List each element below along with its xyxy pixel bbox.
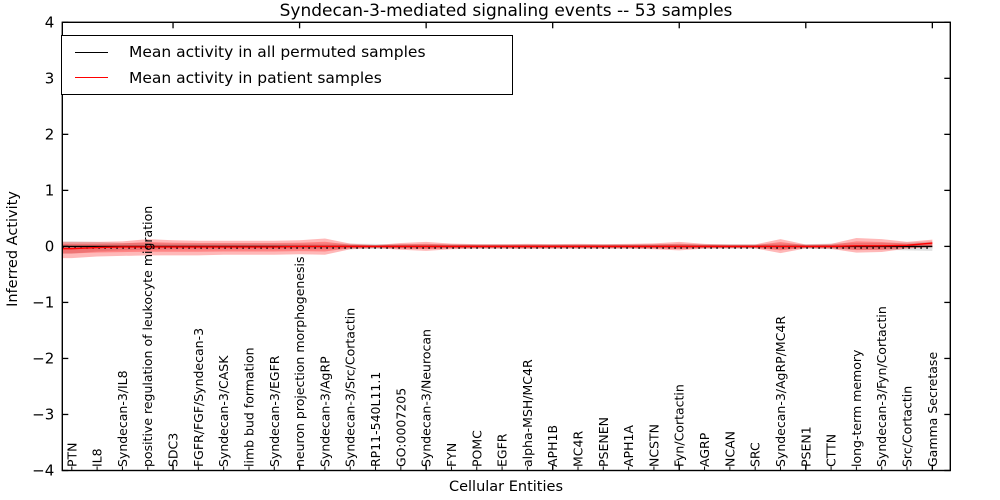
x-category-label: Fyn/Cortactin (672, 384, 687, 467)
band-patient-inner (62, 241, 933, 254)
x-category-label: Syndecan-3/Src/Cortactin (343, 308, 358, 467)
x-category-label: NCAN (722, 431, 737, 467)
y-tick-label: 3 (45, 69, 55, 87)
y-tick-label: −4 (32, 462, 54, 480)
x-category-label: Syndecan-3/Neurocan (419, 329, 434, 467)
x-category-label: FGFR/FGF/Syndecan-3 (191, 328, 206, 467)
x-category-label: limb bud formation (241, 347, 256, 467)
x-axis-label: Cellular Entities (448, 479, 564, 495)
chart-title: Syndecan-3-mediated signaling events -- … (279, 1, 733, 21)
x-category-label: Syndecan-3/AgRP (317, 356, 332, 467)
x-category-label: IL8 (90, 448, 105, 467)
x-category-label: GO:0007205 (393, 388, 408, 467)
x-category-label: APH1B (545, 425, 560, 467)
x-category-label: positive regulation of leukocyte migrati… (140, 206, 155, 467)
x-category-label: POMC (469, 430, 484, 467)
x-category-label: long-term memory (849, 349, 864, 467)
y-tick-label: 1 (45, 181, 55, 199)
black-line-swatch (75, 51, 108, 53)
x-category-label: Syndecan-3/EGFR (267, 355, 282, 467)
y-tick-label: −3 (32, 405, 54, 423)
y-tick-label: 4 (45, 13, 55, 31)
x-category-label: Src/Cortactin (900, 386, 915, 467)
red-line-swatch (75, 77, 108, 79)
legend-label-permuted: Mean activity in all permuted samples (129, 43, 426, 62)
x-category-label: PTN (64, 442, 79, 467)
x-category-label: EGFR (495, 433, 510, 467)
x-category-label: alpha-MSH/MC4R (520, 359, 535, 467)
x-category-label: RP11-540L11.1 (368, 372, 383, 467)
x-category-label: NCSTN (646, 424, 661, 467)
x-category-label: Syndecan-3/CASK (216, 355, 231, 467)
y-tick-label: 2 (45, 125, 55, 143)
y-axis-label: Inferred Activity (5, 191, 21, 307)
y-tick-label: −1 (32, 293, 54, 311)
series-line-2 (62, 242, 933, 250)
x-category-label: Gamma Secretase (925, 352, 940, 467)
legend-label-patient: Mean activity in patient samples (129, 68, 382, 87)
x-category-label: Syndecan-3/Fyn/Cortactin (874, 306, 889, 467)
y-tick-label: −2 (32, 349, 54, 367)
x-category-label: PSENEN (596, 417, 611, 467)
band-patient-outer (62, 237, 933, 259)
x-category-label: Syndecan-3/IL8 (115, 370, 130, 467)
x-category-label: PSEN1 (798, 426, 813, 467)
band-permuted (62, 241, 933, 254)
x-category-label: Syndecan-3/AgRP/MC4R (773, 316, 788, 467)
legend-item-patient: Mean activity in patient samples (62, 69, 512, 87)
legend-item-permuted: Mean activity in all permuted samples (62, 43, 512, 61)
x-category-label: AGRP (697, 432, 712, 467)
x-category-label: CTTN (824, 434, 839, 467)
legend: Mean activity in all permuted samples Me… (61, 35, 513, 95)
x-category-label: neuron projection morphogenesis (292, 256, 307, 467)
x-category-label: SRC (748, 442, 763, 467)
x-category-label: MC4R (571, 431, 586, 467)
y-tick-label: 0 (45, 237, 55, 255)
x-category-label: FYN (444, 443, 459, 467)
x-category-label: SDC3 (166, 433, 181, 467)
x-category-label: APH1A (621, 425, 636, 467)
